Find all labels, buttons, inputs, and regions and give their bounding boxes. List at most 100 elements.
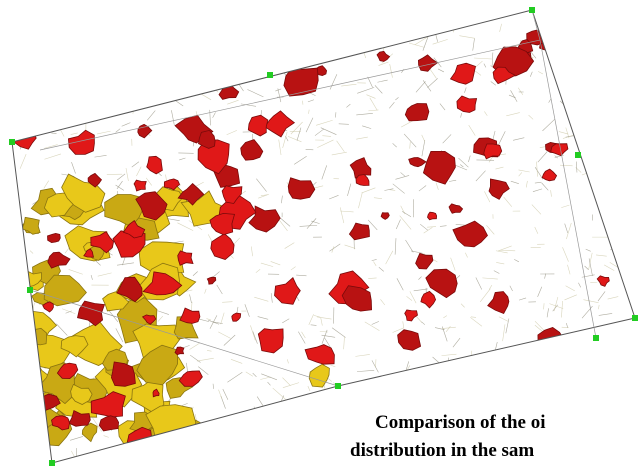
fiber xyxy=(538,71,543,74)
fiber xyxy=(275,442,282,444)
fiber xyxy=(48,9,50,15)
corner-marker xyxy=(593,335,599,341)
fiber xyxy=(56,324,67,336)
fiber xyxy=(288,136,301,141)
fiber xyxy=(475,71,481,75)
fiber xyxy=(360,41,366,58)
fiber xyxy=(558,77,562,85)
fiber xyxy=(519,170,530,172)
fiber xyxy=(231,359,242,363)
fiber xyxy=(212,64,217,68)
fiber xyxy=(254,407,256,412)
fiber xyxy=(603,423,612,432)
fiber xyxy=(397,278,403,290)
fiber xyxy=(557,25,564,38)
fiber xyxy=(494,356,505,363)
fiber xyxy=(440,104,445,111)
fiber xyxy=(286,30,295,35)
fiber xyxy=(611,121,613,125)
fiber xyxy=(504,197,512,207)
blob xyxy=(349,223,369,240)
fiber xyxy=(577,132,581,134)
fiber xyxy=(368,110,378,111)
blob xyxy=(551,144,568,156)
blob xyxy=(179,371,202,386)
fiber xyxy=(170,18,172,23)
fiber xyxy=(171,110,174,125)
fiber xyxy=(578,387,579,392)
fiber xyxy=(589,253,593,270)
fiber xyxy=(545,274,546,279)
blob xyxy=(524,374,538,387)
fiber xyxy=(543,31,557,32)
fiber xyxy=(603,135,610,148)
fiber xyxy=(309,448,323,451)
blob xyxy=(221,432,234,441)
fiber xyxy=(527,358,533,366)
fiber xyxy=(433,39,448,44)
fiber xyxy=(247,89,263,96)
corner-marker xyxy=(49,460,55,466)
fiber xyxy=(157,62,161,77)
fiber xyxy=(414,23,420,30)
fiber xyxy=(595,58,607,66)
fiber xyxy=(317,317,331,319)
fiber xyxy=(406,296,412,300)
fiber xyxy=(549,304,563,309)
fiber xyxy=(611,128,615,136)
blob xyxy=(343,392,367,411)
fiber xyxy=(70,436,83,440)
fiber xyxy=(585,266,589,270)
fiber xyxy=(486,225,494,234)
fiber xyxy=(568,61,578,65)
fiber xyxy=(42,106,49,117)
fiber xyxy=(168,219,180,221)
fiber xyxy=(201,445,207,451)
fiber xyxy=(340,211,353,212)
blob xyxy=(474,376,496,394)
fiber xyxy=(279,56,281,66)
fiber xyxy=(617,48,628,53)
fiber xyxy=(256,418,258,434)
fiber xyxy=(588,388,589,393)
blob xyxy=(416,253,433,269)
fiber xyxy=(241,59,248,67)
fiber xyxy=(368,278,376,279)
fiber xyxy=(30,53,37,67)
fiber xyxy=(451,258,456,271)
fiber xyxy=(353,426,355,434)
blob xyxy=(489,179,509,199)
fiber xyxy=(566,323,567,328)
fiber xyxy=(567,354,571,367)
fiber xyxy=(285,136,288,141)
fiber xyxy=(133,444,142,456)
fiber xyxy=(603,366,618,371)
fiber xyxy=(549,16,555,28)
fiber xyxy=(307,218,316,228)
fiber xyxy=(180,11,184,26)
fiber xyxy=(15,315,23,331)
fiber xyxy=(275,426,278,440)
fiber xyxy=(390,190,396,191)
fiber xyxy=(227,372,242,382)
fiber xyxy=(297,428,311,437)
fiber xyxy=(313,45,318,50)
fiber xyxy=(223,389,228,400)
fiber xyxy=(393,143,397,147)
fiber xyxy=(133,103,135,113)
fiber xyxy=(11,302,12,310)
blob xyxy=(409,158,426,167)
fiber xyxy=(182,403,188,405)
fiber xyxy=(535,182,542,183)
fiber xyxy=(17,442,26,451)
fiber xyxy=(347,184,350,196)
fiber xyxy=(297,128,301,141)
fiber xyxy=(15,332,20,339)
fiber xyxy=(431,398,438,406)
fiber xyxy=(46,20,47,26)
fiber xyxy=(230,34,234,36)
fiber xyxy=(13,18,16,25)
fiber xyxy=(136,89,146,92)
fiber xyxy=(588,99,595,107)
fiber xyxy=(581,25,588,26)
